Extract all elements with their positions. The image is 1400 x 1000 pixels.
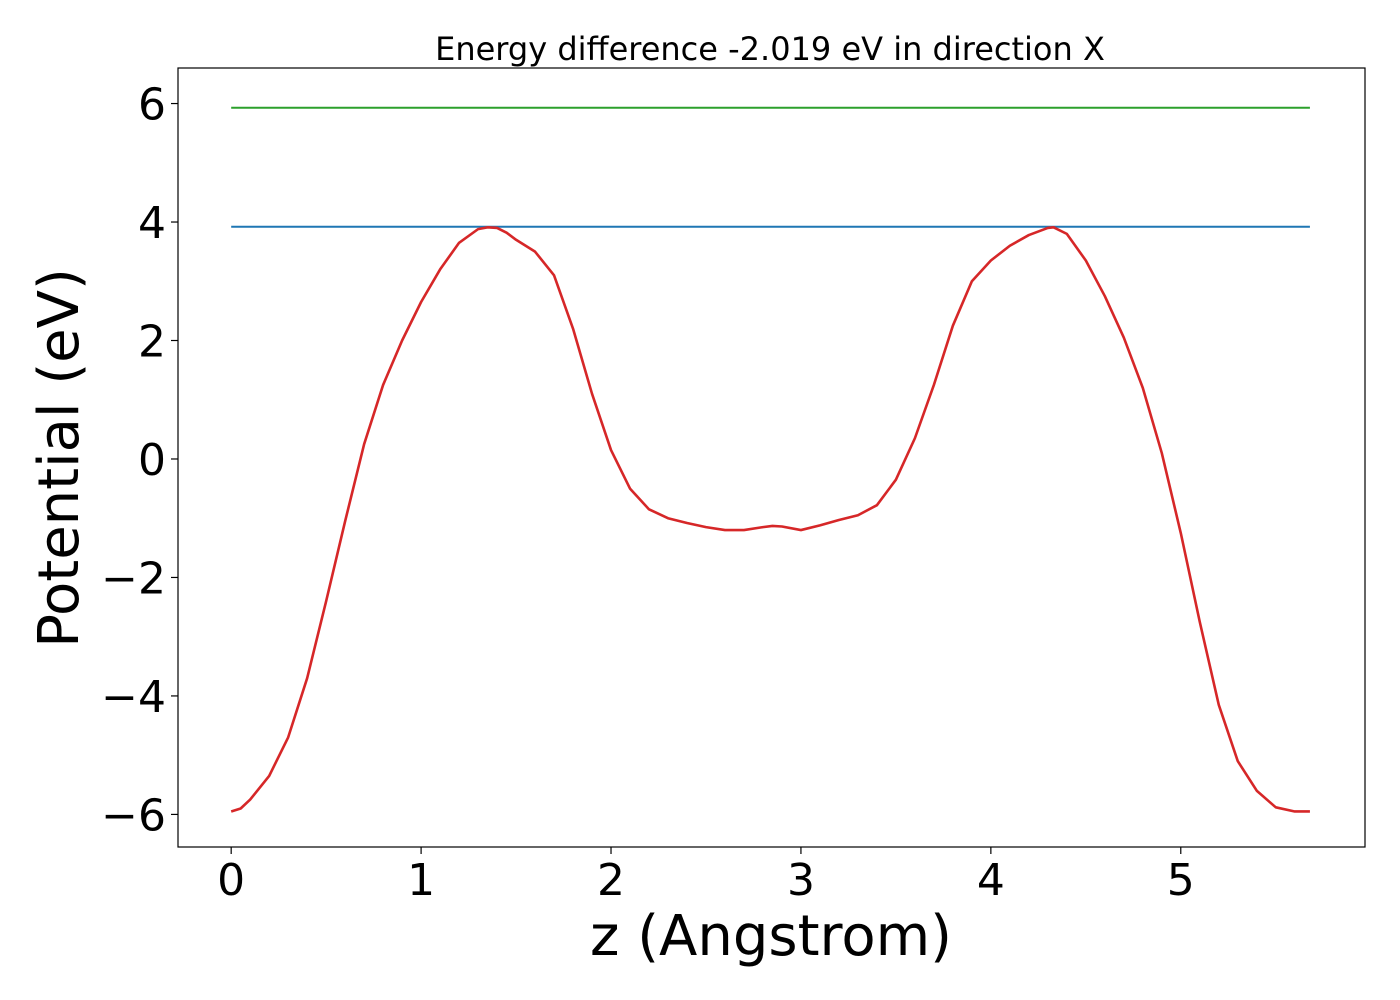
series-line-3 — [230, 226, 1310, 813]
x-tick-label: 4 — [977, 855, 1005, 906]
y-tick-label: 4 — [138, 198, 166, 249]
axes-frame — [177, 67, 1366, 848]
x-tick-label: 1 — [407, 855, 435, 906]
y-tick-label: 2 — [138, 317, 166, 368]
x-axis-ticks: 0 1 2 3 4 5 — [217, 847, 1195, 906]
y-axis-ticks: −6 −4 −2 0 2 4 6 — [101, 80, 178, 841]
plot-area — [230, 106, 1310, 813]
chart-title: Energy difference -2.019 eV in direction… — [435, 30, 1105, 68]
y-tick-label: −2 — [101, 553, 166, 604]
x-axis-label: z (Angstrom) — [590, 904, 952, 969]
y-tick-label: 6 — [138, 80, 166, 131]
x-tick-label: 0 — [217, 855, 245, 906]
y-axis-label: Potential (eV) — [27, 268, 92, 648]
x-tick-label: 2 — [597, 855, 625, 906]
y-tick-label: −4 — [101, 672, 166, 723]
y-tick-label: 0 — [138, 435, 166, 486]
x-tick-label: 5 — [1167, 855, 1195, 906]
y-tick-label: −6 — [101, 790, 166, 841]
x-tick-label: 3 — [787, 855, 815, 906]
